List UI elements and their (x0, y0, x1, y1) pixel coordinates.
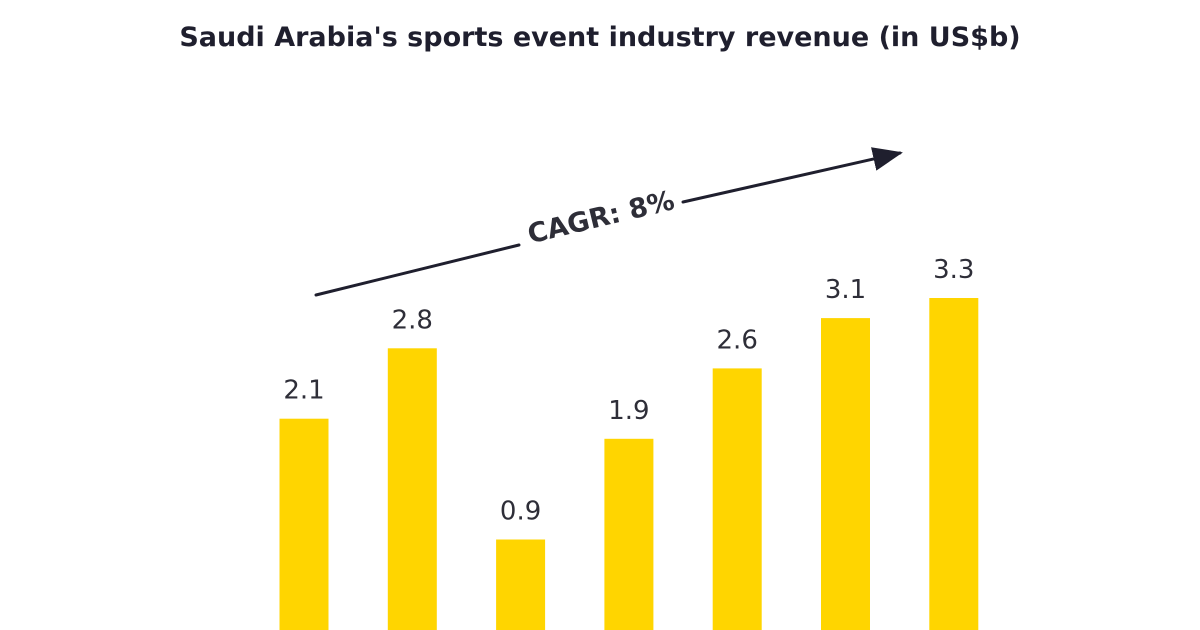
chart-title: Saudi Arabia's sports event industry rev… (179, 22, 1021, 53)
value-label-1: 2.1 (283, 376, 324, 406)
bars-group (279, 298, 979, 630)
bar-6 (821, 318, 870, 630)
cagr-annotation: CAGR: 8% (314, 147, 903, 297)
bar-7 (929, 298, 979, 630)
cagr-arrow-line-left (314, 243, 521, 297)
value-label-3: 0.9 (500, 497, 541, 527)
value-label-5: 2.6 (717, 325, 758, 355)
bar-4 (604, 438, 654, 630)
value-label-4: 1.9 (608, 396, 649, 426)
bar-5 (712, 368, 762, 630)
bar-2 (387, 348, 437, 630)
value-label-6: 3.1 (825, 275, 866, 305)
value-labels-group: 2.1 2.8 0.9 1.9 2.6 3.1 3.3 (283, 255, 974, 527)
cagr-arrow-line-right (681, 147, 903, 204)
cagr-label: CAGR: 8% (525, 185, 678, 250)
bar-1 (279, 418, 329, 630)
bar-3 (496, 539, 546, 630)
value-label-7: 3.3 (933, 255, 974, 285)
value-label-2: 2.8 (392, 305, 433, 335)
